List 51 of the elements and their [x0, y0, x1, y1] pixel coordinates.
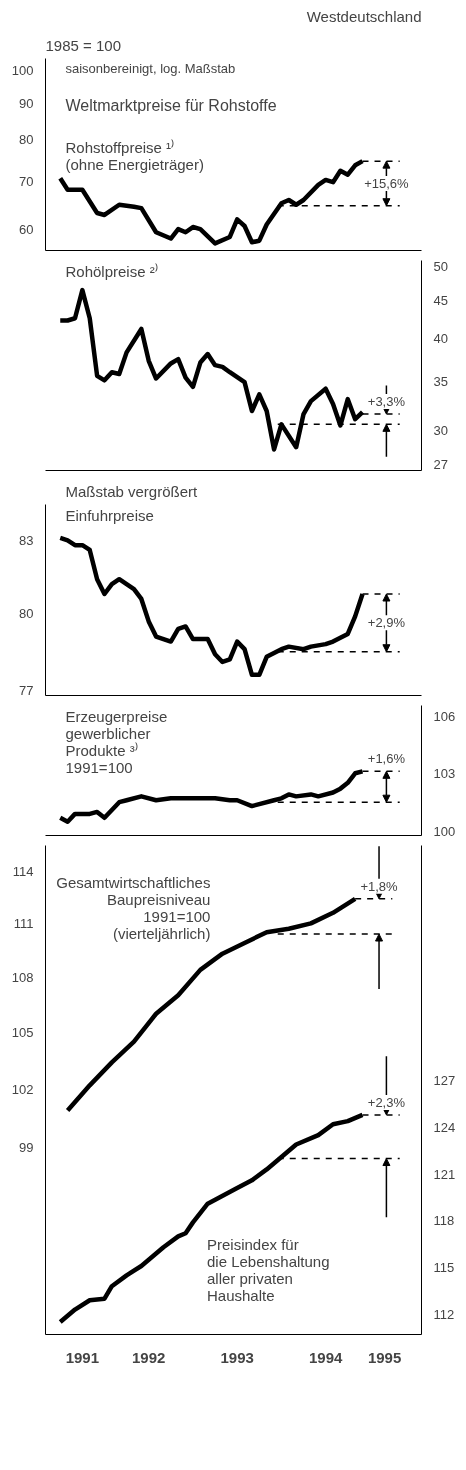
y-tick-label: 114	[12, 863, 34, 879]
annotation: +3,3%	[367, 394, 406, 410]
y2-tick-label: 118	[433, 1213, 455, 1229]
y2-tick-label: 50	[433, 259, 448, 275]
y2-tick-label: 121	[433, 1166, 456, 1182]
chart-subtitle: saisonbereinigt, log. Maßstab	[65, 60, 236, 76]
series-label: Erzeugerpreise gewerblicher Produkte ³⁾ 1991=100	[65, 707, 168, 776]
y-tick-label: 80	[19, 132, 34, 148]
y2-tick-label: 45	[433, 293, 448, 309]
y-tick-label: 77	[19, 682, 34, 698]
x-tick-label: 1992	[132, 1348, 166, 1366]
y-tick-label: 99	[19, 1140, 34, 1156]
y-tick-label: 80	[19, 606, 34, 622]
y2-tick-label: 27	[433, 457, 448, 472]
y-tick-label: 90	[19, 95, 34, 111]
text: Westdeutschland	[306, 7, 422, 25]
x-tick-label: 1991	[65, 1348, 100, 1366]
y-tick-label: 111	[13, 915, 34, 931]
y-tick-label: 70	[19, 173, 34, 189]
y2-tick-label: 124	[433, 1119, 456, 1135]
y2-tick-label: 30	[433, 423, 448, 439]
y-tick-label: 105	[11, 1024, 34, 1040]
text: Weltmarktpreise für Rohstoffe	[65, 96, 277, 114]
x-tick-label: 1993	[220, 1348, 254, 1366]
series-label: Preisindex für die Lebenshaltung aller privaten Haushalte	[206, 1236, 330, 1305]
annotation: +1,8%	[360, 878, 399, 894]
x-tick-label: 1994	[308, 1348, 343, 1366]
y2-tick-label: 40	[433, 330, 448, 346]
chart-subtitle: Maßstab vergrößert	[65, 482, 199, 500]
y-tick-label: 83	[19, 532, 34, 548]
y-tick-label: 60	[19, 221, 34, 237]
y2-tick-label: 35	[433, 373, 448, 389]
series-label: Rohstoffpreise ¹⁾ (ohne Energieträger)	[65, 138, 204, 173]
series-label: Einfuhrpreise	[65, 506, 154, 524]
y2-tick-label: 106	[433, 709, 456, 725]
series-label: Gesamtwirtschaftliches Baupreisniveau 1991=100 (vierteljährlich)	[56, 873, 211, 942]
y2-tick-label: 127	[433, 1073, 456, 1089]
annotation: +1,6%	[367, 751, 406, 767]
annotation: +15,6%	[364, 175, 410, 191]
y-tick-label: 108	[11, 969, 34, 985]
y-tick-label: 102	[11, 1081, 34, 1097]
text: 1985 = 100	[45, 36, 121, 54]
y2-tick-label: 112	[433, 1306, 455, 1322]
annotation: +2,3%	[367, 1094, 406, 1110]
series-label: Rohölpreise ²⁾	[65, 262, 158, 280]
annotation: +2,9%	[367, 615, 406, 631]
y2-tick-label: 103	[433, 765, 456, 781]
y2-tick-label: 115	[433, 1260, 455, 1276]
y2-tick-label: 100	[433, 824, 456, 840]
y-tick-label: 100	[11, 63, 34, 79]
x-tick-label: 1995	[367, 1348, 402, 1366]
